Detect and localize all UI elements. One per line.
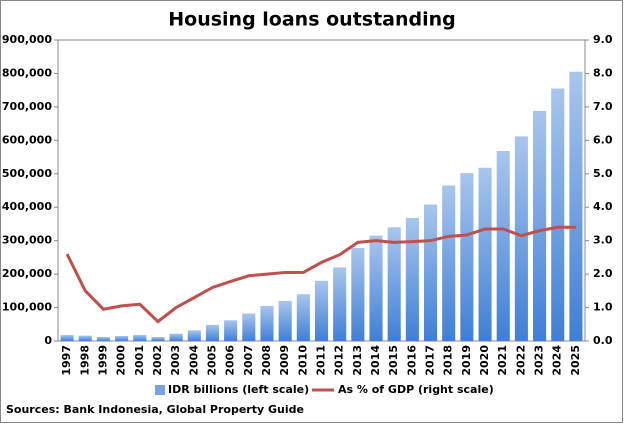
x-tick-label: 2002: [151, 345, 164, 376]
x-tick-label: 2017: [424, 345, 437, 376]
bar: [442, 185, 456, 341]
x-tick-label: 2008: [260, 345, 273, 376]
bar: [496, 151, 510, 341]
x-tick-label: 2020: [478, 345, 491, 376]
x-tick-label: 2025: [569, 345, 582, 376]
y2-tick-label: 3.0: [593, 234, 613, 247]
bar: [369, 235, 383, 341]
bar: [460, 173, 474, 341]
x-tick-label: 2004: [187, 345, 200, 376]
y2-tick-label: 1.0: [593, 301, 613, 314]
x-tick-label: 2022: [514, 345, 527, 376]
y-tick-label: 400,000: [2, 200, 52, 213]
x-tick-label: 2012: [333, 345, 346, 376]
y-tick-label: 700,000: [2, 100, 52, 113]
y2-tick-label: 9.0: [593, 33, 613, 46]
x-tick-label: 2003: [169, 345, 182, 376]
y-tick-label: 0: [44, 334, 52, 347]
bar: [60, 334, 74, 341]
x-tick-label: 2016: [405, 345, 418, 376]
y-tick-label: 800,000: [2, 66, 52, 79]
x-tick-label: 1998: [78, 345, 91, 376]
x-tick-label: 2015: [387, 345, 400, 376]
legend-swatch: [155, 385, 165, 395]
bar: [115, 335, 129, 341]
x-tick-label: 2000: [115, 345, 128, 376]
x-tick-label: 2006: [224, 345, 237, 376]
bar: [187, 330, 201, 341]
x-tick-label: 2021: [496, 345, 509, 376]
bar: [351, 248, 365, 341]
y-tick-label: 100,000: [2, 301, 52, 314]
bar: [96, 336, 110, 341]
y-tick-label: 500,000: [2, 167, 52, 180]
x-tick-label: 2011: [315, 345, 328, 376]
bar: [205, 324, 220, 341]
x-tick-label: 2009: [278, 345, 291, 376]
bar: [314, 280, 329, 341]
x-tick-label: 2013: [351, 345, 364, 376]
y2-tick-label: 5.0: [593, 167, 613, 180]
x-tick-label: 2014: [369, 345, 382, 376]
legend-label: IDR billions (left scale): [168, 383, 309, 396]
y-tick-label: 300,000: [2, 234, 52, 247]
bar: [169, 333, 183, 341]
bar: [387, 227, 401, 341]
source: Sources: Bank Indonesia, Global Property…: [6, 403, 304, 416]
x-tick-label: 2001: [133, 345, 146, 376]
bar: [133, 334, 147, 341]
bar: [569, 71, 583, 342]
y2-tick-label: 2.0: [593, 267, 613, 280]
y-tick-label: 600,000: [2, 133, 52, 146]
chart-title: Housing loans outstanding: [168, 9, 456, 31]
bar: [78, 335, 92, 341]
line: [65, 225, 576, 324]
bar: [405, 217, 419, 341]
x-tick-label: 2010: [296, 345, 309, 376]
y2-tick-label: 0.0: [593, 334, 613, 347]
bar: [260, 305, 274, 341]
x-tick-label: 2019: [460, 345, 473, 376]
x-tick-label: 2018: [442, 345, 455, 376]
bar: [296, 294, 310, 341]
bar: [333, 267, 347, 341]
x-tick-label: 1999: [96, 345, 109, 376]
y-tick-label: 900,000: [2, 33, 52, 46]
x-tick-label: 2005: [205, 345, 218, 376]
legend-label: As % of GDP (right scale): [338, 383, 494, 396]
bar: [514, 136, 528, 341]
y2-tick-label: 7.0: [593, 100, 613, 113]
y2-tick-label: 4.0: [593, 200, 613, 213]
bar: [533, 110, 547, 341]
bar: [551, 88, 565, 341]
bar: [151, 336, 165, 341]
x-tick-label: 2007: [242, 345, 255, 376]
bar: [478, 167, 492, 341]
bar: [224, 320, 238, 341]
bar: [423, 204, 438, 341]
x-tick-label: 2023: [533, 345, 546, 376]
x-tick-label: 1997: [60, 345, 73, 376]
y2-tick-label: 6.0: [593, 133, 613, 146]
y2-tick-label: 8.0: [593, 66, 613, 79]
y-tick-label: 200,000: [2, 267, 52, 280]
bar: [278, 300, 292, 341]
x-tick-label: 2024: [551, 345, 564, 376]
bar: [242, 313, 256, 341]
